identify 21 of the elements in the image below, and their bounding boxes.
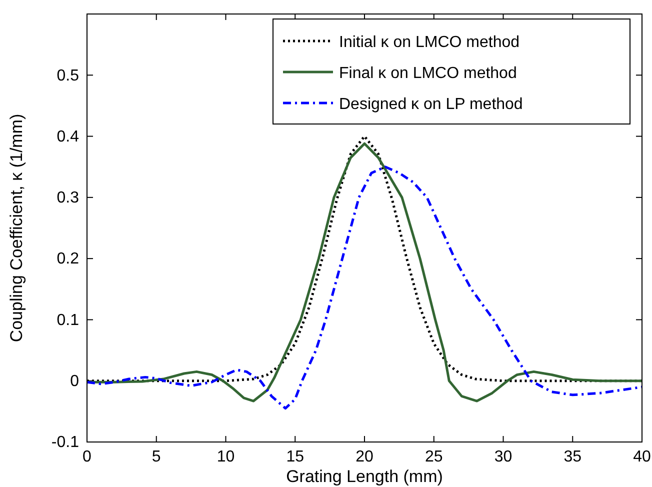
x-axis-title: Grating Length (mm) xyxy=(286,467,443,486)
x-tick-label: 35 xyxy=(564,448,582,466)
x-tick-label: 0 xyxy=(82,448,92,466)
y-tick-label: 0.1 xyxy=(56,312,80,329)
y-axis-title: Coupling Coefficient, κ (1/mm) xyxy=(7,114,26,342)
x-tick-label: 40 xyxy=(633,448,651,466)
x-tick-label: 20 xyxy=(356,448,374,466)
y-tick-label: 0.5 xyxy=(56,67,80,84)
legend-label: Designed κ on LP method xyxy=(339,96,523,113)
x-tick-label: 5 xyxy=(152,448,161,466)
x-tick-label: 10 xyxy=(216,448,235,466)
y-tick-label: 0 xyxy=(70,372,80,390)
x-tick-label: 30 xyxy=(494,448,512,466)
y-tick-label: 0.4 xyxy=(56,128,80,146)
y-tick-label: 0.3 xyxy=(56,190,80,207)
y-tick-label: 0.2 xyxy=(56,250,80,268)
x-tick-label: 15 xyxy=(286,448,304,466)
y-tick-label: -0.1 xyxy=(51,434,80,452)
legend-label: Final κ on LMCO method xyxy=(339,65,517,82)
x-tick-label: 25 xyxy=(424,448,443,466)
legend-label: Initial κ on LMCO method xyxy=(339,34,520,51)
